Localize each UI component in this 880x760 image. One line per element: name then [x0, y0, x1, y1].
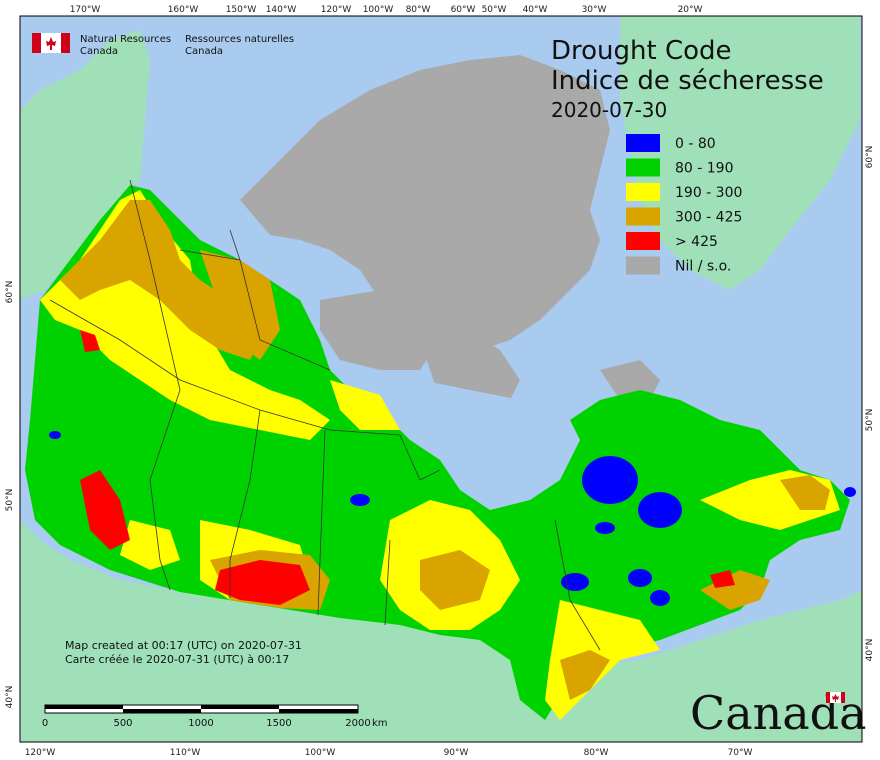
- legend-swatch: [626, 256, 660, 275]
- bottom-tick-2: 100°W: [305, 748, 336, 758]
- top-tick-5: 100°W: [363, 5, 394, 15]
- title-block: Drought Code Indice de sécheresse 2020-0…: [551, 36, 824, 122]
- top-tick-11: 20°W: [678, 5, 703, 15]
- greenland-land: [620, 16, 860, 290]
- legend: 0 - 80 80 - 190 190 - 300 300 - 425 > 425 Nil…: [626, 134, 742, 275]
- top-tick-4: 120°W: [321, 5, 352, 15]
- bottom-tick-1: 110°W: [170, 748, 201, 758]
- top-tick-0: 170°W: [70, 5, 101, 15]
- left-tick-2: 40°N: [5, 686, 15, 709]
- legend-label: > 425: [675, 234, 718, 250]
- agency-fr-line2: Canada: [185, 46, 223, 57]
- top-tick-7: 60°W: [451, 5, 476, 15]
- canada-flag-icon: [32, 33, 70, 53]
- scale-tick-2: 1000: [188, 718, 213, 729]
- bottom-tick-5: 70°W: [728, 748, 753, 758]
- top-tick-2: 150°W: [226, 5, 257, 15]
- agency-fr-line1: Ressources naturelles: [185, 34, 294, 45]
- top-tick-9: 40°W: [523, 5, 548, 15]
- dc-0-80-zones: [49, 431, 856, 606]
- legend-swatch: [626, 232, 660, 250]
- scale-tick-0: 0: [42, 718, 48, 729]
- canada-wordmark: Canada: [690, 686, 867, 740]
- hudson-bay: [380, 380, 580, 510]
- dc-over-425-zones: [80, 330, 735, 605]
- top-tick-3: 140°W: [266, 5, 297, 15]
- right-tick-2: 40°N: [865, 639, 875, 662]
- legend-swatch: [626, 158, 660, 177]
- legend-swatch: [626, 207, 660, 226]
- agency-en-line2: Canada: [80, 46, 118, 57]
- credits: Map created at 00:17 (UTC) on 2020-07-31…: [65, 639, 302, 666]
- legend-label: Nil / s.o.: [675, 259, 731, 275]
- title-fr: Indice de sécheresse: [551, 66, 824, 96]
- top-tick-10: 30°W: [582, 5, 607, 15]
- map-date: 2020-07-30: [551, 98, 667, 122]
- left-tick-1: 50°N: [5, 489, 15, 512]
- legend-label: 80 - 190: [675, 161, 734, 177]
- title-en: Drought Code: [551, 36, 732, 66]
- scale-tick-3: 1500: [266, 718, 291, 729]
- legend-label: 0 - 80: [675, 136, 716, 152]
- agency-header: Natural Resources Canada Ressources natu…: [32, 33, 294, 57]
- top-tick-8: 50°W: [482, 5, 507, 15]
- right-tick-1: 50°N: [865, 409, 875, 432]
- legend-label: 190 - 300: [675, 185, 742, 201]
- legend-swatch: [626, 183, 660, 201]
- top-tick-labels: 170°W 160°W 150°W 140°W 120°W 100°W 80°W…: [70, 5, 703, 15]
- left-tick-labels: 60°N 50°N 40°N: [5, 281, 15, 709]
- scale-tick-1: 500: [113, 718, 132, 729]
- province-borders: [49, 179, 601, 651]
- legend-swatch: [626, 134, 660, 152]
- top-tick-1: 160°W: [168, 5, 199, 15]
- alaska-land: [20, 30, 150, 300]
- right-tick-labels: 60°N 50°N 40°N: [865, 146, 875, 662]
- bottom-tick-0: 120°W: [25, 748, 56, 758]
- scale-bar: 0 500 1000 1500 2000 km: [42, 704, 388, 729]
- scale-tick-4: 2000: [345, 718, 370, 729]
- bottom-tick-3: 90°W: [444, 748, 469, 758]
- right-tick-0: 60°N: [865, 146, 875, 169]
- bottom-tick-labels: 120°W 110°W 100°W 90°W 80°W 70°W: [25, 748, 753, 758]
- scale-unit: km: [372, 718, 388, 729]
- map-frame: [19, 15, 863, 743]
- credit-fr: Carte créée le 2020-07-31 (UTC) à 00:17: [65, 653, 289, 666]
- wordmark-flag-icon: [826, 692, 845, 703]
- credit-en: Map created at 00:17 (UTC) on 2020-07-31: [65, 639, 302, 652]
- legend-label: 300 - 425: [675, 210, 742, 226]
- bottom-tick-4: 80°W: [584, 748, 609, 758]
- left-tick-0: 60°N: [5, 281, 15, 304]
- agency-en-line1: Natural Resources: [80, 34, 171, 45]
- top-tick-6: 80°W: [406, 5, 431, 15]
